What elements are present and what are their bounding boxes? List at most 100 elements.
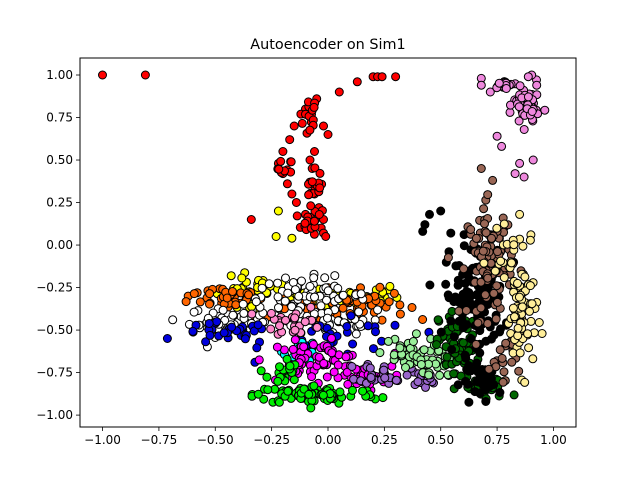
data-point [334,87,344,97]
data-point [411,329,421,339]
data-point [451,261,461,271]
data-point [304,190,314,200]
data-point [98,70,107,80]
data-point [342,322,352,331]
data-point [266,308,276,318]
data-point [379,365,389,375]
data-point [218,305,228,315]
data-point [290,325,300,335]
data-point [346,311,356,321]
data-point [487,233,496,243]
x-axis: −1.00 −0.75 −0.50 −0.25 0.00 0.25 0.50 0.75 1.00 [84,427,567,447]
data-point [527,299,537,309]
data-point [499,219,509,229]
data-point [238,299,248,309]
data-point [395,309,405,319]
data-point [485,87,495,97]
data-point [489,288,499,298]
data-point [441,279,451,289]
data-point [517,302,527,312]
data-point [297,118,307,128]
data-point [464,397,474,407]
data-point [314,210,324,219]
data-point [323,313,332,323]
data-point [330,271,340,281]
data-point [471,233,481,243]
data-point [310,292,319,302]
data-point [505,107,515,117]
data-point [288,344,298,354]
data-point [509,240,519,250]
data-point [459,264,469,274]
data-point [252,343,262,353]
data-point [446,316,456,326]
data-point [204,319,214,328]
data-point [486,334,496,344]
data-point [354,307,364,317]
data-point [322,372,332,382]
data-point [351,329,361,339]
data-point [329,367,339,377]
data-point [256,366,266,376]
data-point [407,303,417,312]
data-point [342,367,352,377]
data-point [246,215,256,224]
data-point [496,324,505,334]
data-point [424,370,434,380]
data-point [514,116,524,126]
data-point [507,357,517,367]
data-point [508,303,518,313]
y-axis: −1.00 −0.75 −0.50 −0.25 0.00 0.25 0.50 0.75 1.00 [36,68,80,422]
data-point [510,169,520,179]
data-point [391,72,401,82]
x-tick-label: −0.75 [141,433,178,447]
data-point [457,296,467,306]
data-point [140,70,150,80]
data-point [476,164,486,173]
data-point [305,155,315,165]
data-point [259,394,269,404]
data-point [338,303,348,313]
data-point [514,366,524,376]
y-tick-label: 0.50 [46,153,73,167]
data-point [275,362,284,372]
data-point [273,278,283,288]
data-point [321,232,331,241]
x-tick-label: 0.75 [484,433,511,447]
data-point [483,273,493,283]
data-point [402,370,412,380]
data-point [419,345,429,355]
data-point [481,228,491,238]
data-point [519,125,529,134]
data-point [323,286,333,296]
data-point [274,397,284,407]
data-point [383,336,393,346]
data-point [205,330,215,340]
data-point [515,348,525,358]
data-point [447,345,457,355]
data-point [323,130,333,139]
data-point [287,302,297,312]
data-point [253,320,263,330]
data-point [264,279,274,289]
data-point [373,305,383,315]
data-point [507,258,516,268]
data-point [433,315,443,325]
data-point [495,388,505,397]
data-point [425,280,435,290]
data-point [483,190,493,200]
data-point [281,273,290,283]
data-point [377,72,387,82]
data-point [485,381,495,391]
data-point [476,303,486,313]
data-point [391,375,401,385]
data-point [226,271,236,281]
data-point [205,289,215,299]
data-point [442,352,452,362]
data-point [356,289,366,299]
data-point [307,177,317,187]
data-point [519,172,529,182]
data-point [527,107,537,116]
data-point [308,340,318,349]
data-point [490,266,500,276]
